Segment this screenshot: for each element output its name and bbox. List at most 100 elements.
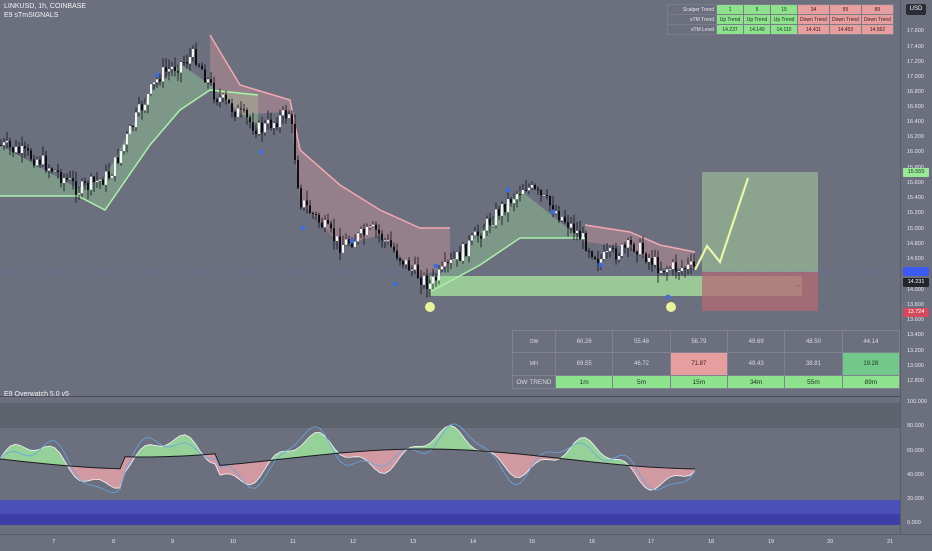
candle-body	[168, 69, 170, 71]
candle-body	[636, 251, 638, 254]
candle-body	[102, 180, 104, 185]
oscillator-fill	[645, 467, 650, 490]
candle-body	[576, 231, 578, 233]
candle-body	[333, 228, 335, 241]
price-axis-label: 16.200	[907, 134, 924, 140]
candle-body	[330, 224, 332, 229]
candle-body	[366, 227, 368, 235]
mtf-header-cell: 5	[744, 5, 771, 15]
currency-button[interactable]: USD	[906, 4, 926, 15]
indicator-legend[interactable]: E9 sTmSIGNALS	[4, 12, 58, 19]
candle-body	[372, 225, 374, 227]
candle-body	[543, 195, 545, 196]
candle-body	[171, 67, 173, 69]
ow-cell: 15m	[670, 376, 727, 389]
candle-body	[48, 168, 50, 170]
oscillator-fill	[45, 446, 50, 464]
osc-axis-label: 100.000	[907, 399, 927, 405]
candle-body	[216, 100, 218, 102]
candle-body	[237, 108, 239, 116]
mtf-cell: Up Trend	[717, 15, 744, 25]
oscillator-fill	[90, 467, 95, 480]
candle-body	[45, 156, 47, 171]
candle-body	[390, 240, 392, 247]
candle-body	[156, 79, 158, 82]
candle-body	[597, 259, 599, 263]
ow-cell: 56.79	[670, 331, 727, 353]
flag-marker	[393, 282, 398, 287]
time-axis-label: 10	[230, 539, 236, 545]
oscillator-fill	[675, 468, 680, 475]
candle-body	[6, 141, 8, 143]
oscillator-fill	[170, 439, 175, 456]
candle-body	[120, 151, 122, 163]
ow-cell: 38.81	[785, 353, 842, 376]
candle-body	[534, 185, 536, 189]
oscillator-chart[interactable]	[0, 397, 900, 534]
candle-body	[177, 71, 179, 73]
oscillator-fill	[425, 443, 430, 449]
candle-body	[453, 259, 455, 260]
mtf-header-cell: 15	[771, 5, 798, 15]
time-axis-label: 14	[470, 539, 476, 545]
candle-body	[90, 177, 92, 190]
candle-body	[33, 159, 35, 165]
candle-body	[246, 110, 248, 117]
candle-body	[486, 219, 488, 231]
symbol-legend[interactable]: LINKUSD, 1h, COINBASE	[4, 3, 86, 10]
flag-marker	[666, 295, 671, 300]
candle-body	[294, 124, 296, 160]
price-axis-label: 15.000	[907, 226, 924, 232]
candle-body	[612, 248, 614, 249]
oversold-band-deep	[0, 514, 900, 525]
candle-body	[477, 232, 479, 236]
candle-body	[42, 156, 44, 165]
flag-marker	[259, 150, 264, 155]
candle-body	[345, 239, 347, 244]
oscillator-fill	[115, 469, 120, 489]
stop-price-tag: 13.724	[903, 308, 929, 317]
candle-body	[375, 225, 377, 230]
candle-body	[492, 225, 494, 226]
candle-body	[417, 265, 419, 278]
oscillator-fill	[50, 446, 55, 465]
candle-body	[123, 144, 125, 151]
main-chart-pane[interactable]: HR LINKUSD, 1h, COINBASE E9 sTmSIGNALS S…	[0, 0, 900, 396]
candle-body	[195, 49, 197, 65]
candle-body	[354, 241, 356, 247]
oscillator-fill	[520, 454, 525, 477]
oscillator-fill	[160, 446, 165, 457]
time-axis-label: 19	[768, 539, 774, 545]
oscillator-legend[interactable]: E9 Overwatch 5.0 v5	[4, 391, 69, 398]
candle-body	[498, 209, 500, 216]
candle-body	[297, 160, 299, 188]
candle-body	[324, 220, 326, 227]
candle-body	[423, 276, 425, 285]
oscillator-fill	[185, 435, 190, 456]
candle-body	[468, 241, 470, 257]
ow-row-label: OW TREND	[513, 376, 556, 389]
mtf-cell: Up Trend	[744, 15, 771, 25]
candle-body	[105, 171, 107, 184]
candle-body	[528, 188, 530, 191]
candle-body	[153, 82, 155, 84]
candle-body	[288, 114, 290, 118]
mtf-header-cell: 89	[861, 5, 893, 15]
candle-body	[9, 141, 11, 147]
candle-body	[87, 183, 89, 190]
trend-fills	[0, 35, 695, 292]
candle-body	[141, 104, 143, 110]
ow-cell: 69.55	[556, 353, 613, 376]
ow-cell: 5m	[613, 376, 670, 389]
candle-body	[399, 258, 401, 260]
osc-axis-label: 80.000	[907, 423, 924, 429]
candle-body	[207, 79, 209, 82]
candle-body	[60, 172, 62, 183]
candle-body	[96, 181, 98, 182]
oscillator-pane[interactable]: E9 Overwatch 5.0 v5	[0, 397, 900, 534]
mtf-cell: 14.453	[829, 25, 861, 35]
ow-cell: 19.28	[842, 353, 899, 376]
flag-marker	[506, 188, 511, 193]
